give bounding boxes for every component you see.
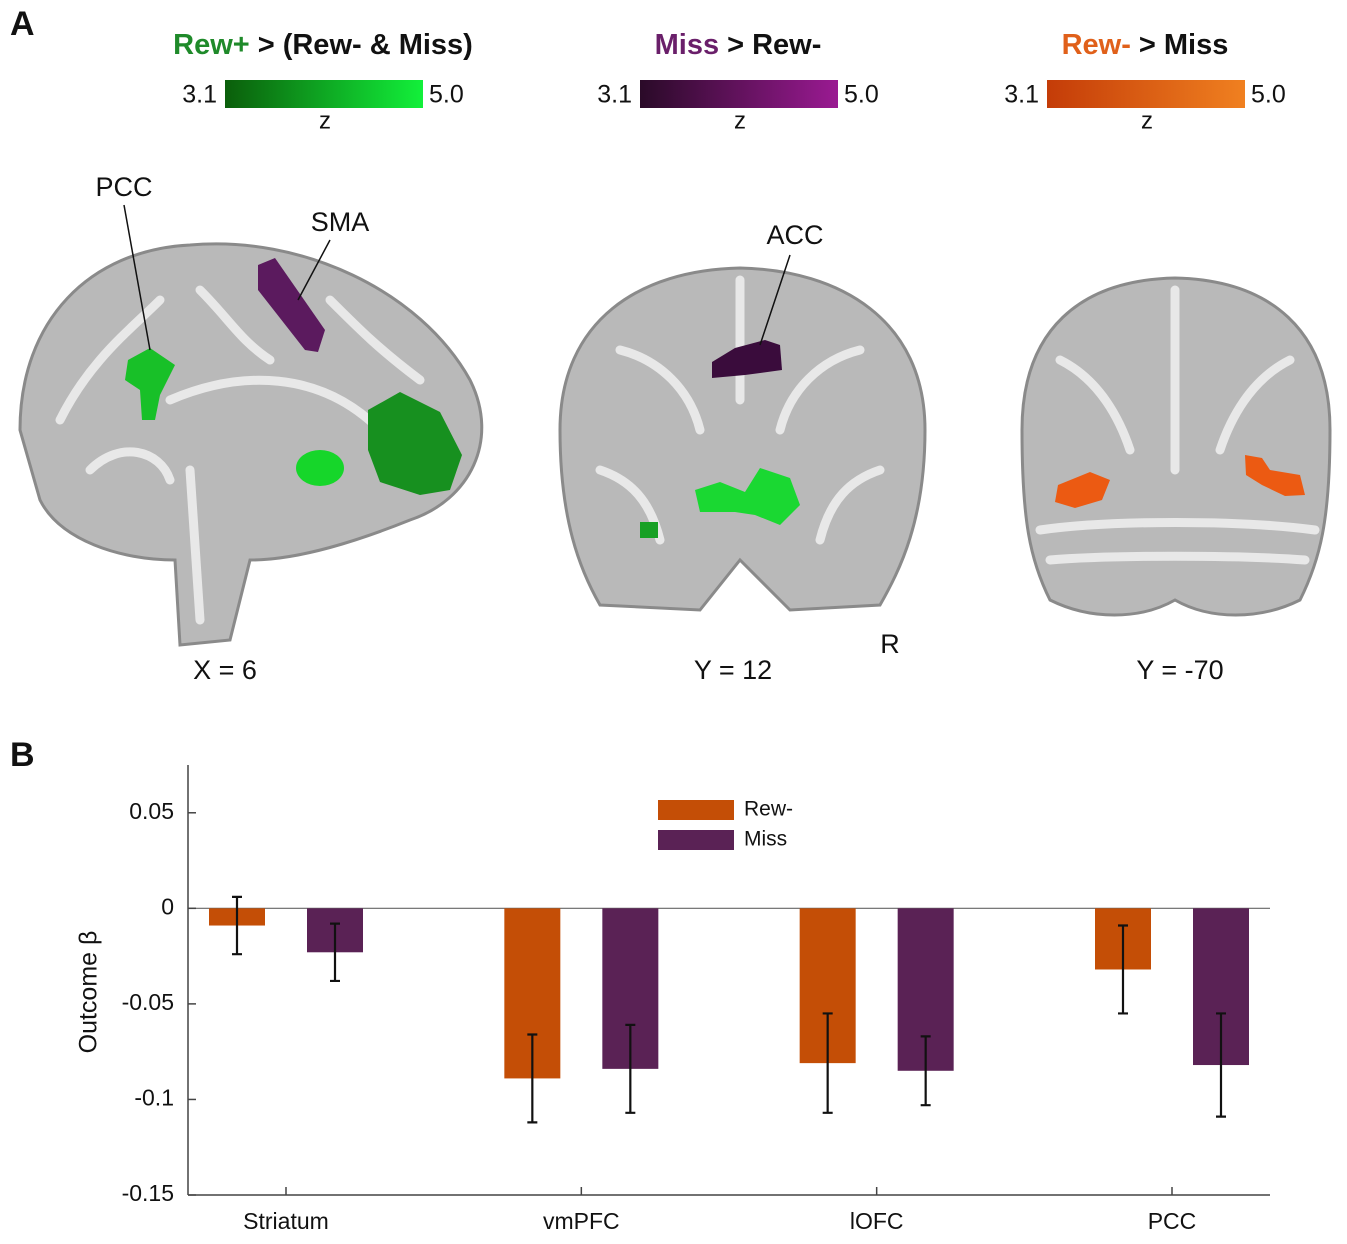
y-axis-label: Outcome β [75, 931, 103, 1054]
colorbar-unit: z [319, 107, 331, 134]
side-label: R [880, 629, 900, 659]
x-tick-label: PCC [1148, 1208, 1197, 1234]
legend-label: Miss [744, 828, 787, 851]
legend-swatch [658, 800, 734, 820]
slice-label: X = 6 [193, 655, 257, 685]
coronal-slice [558, 254, 927, 612]
error-bar [920, 1035, 931, 1107]
y-tick-label: -0.05 [122, 989, 174, 1015]
error-bar [1216, 1012, 1226, 1118]
colorbar [225, 80, 423, 108]
colorbar-min: 3.1 [182, 81, 217, 109]
x-tick-label: vmPFC [543, 1208, 620, 1234]
region-label: PCC [95, 172, 152, 202]
contrast-title: Rew- > Miss [1062, 29, 1229, 61]
slice-label: Y = 12 [694, 655, 772, 685]
x-tick-label: lOFC [850, 1208, 904, 1234]
colorbar-unit: z [734, 107, 746, 134]
colorbar-max: 5.0 [429, 81, 464, 109]
y-tick-label: -0.15 [122, 1180, 174, 1206]
colorbar [1047, 80, 1245, 108]
colorbar-min: 3.1 [1004, 81, 1039, 109]
colorbar [640, 80, 838, 108]
panel-label: B [10, 736, 35, 774]
y-tick-label: 0 [161, 893, 174, 919]
y-tick-label: 0.05 [129, 798, 174, 824]
region-label: SMA [311, 207, 370, 237]
region-label: ACC [766, 220, 823, 250]
contrast-title-rest: > (Rew- & Miss) [258, 29, 473, 61]
error-bar [822, 1012, 833, 1114]
error-bar [625, 1023, 636, 1114]
slice-label: Y = -70 [1136, 655, 1223, 685]
contrast-title: Rew+ > (Rew- & Miss) [173, 29, 473, 61]
legend-swatch [658, 830, 734, 850]
error-bar [527, 1033, 538, 1124]
colorbar-max: 5.0 [1251, 81, 1286, 109]
panel-label: A [10, 5, 35, 43]
sagittal-slice [18, 204, 484, 647]
contrast-title-rest: > Rew- [727, 29, 821, 61]
contrast-title-colored: Rew- [1062, 29, 1131, 61]
error-bar [330, 922, 340, 983]
x-tick-label: Striatum [243, 1208, 329, 1234]
colorbar-max: 5.0 [844, 81, 879, 109]
colorbar-unit: z [1141, 107, 1153, 134]
error-bar [232, 895, 242, 956]
contrast-title-colored: Rew+ [173, 29, 250, 61]
error-bar [1118, 924, 1128, 1015]
legend-label: Rew- [744, 798, 793, 821]
colorbar-min: 3.1 [597, 81, 632, 109]
coronal-posterior-slice [1020, 276, 1332, 617]
contrast-title: Miss > Rew- [655, 29, 822, 61]
contrast-title-colored: Miss [655, 29, 719, 61]
y-tick-label: -0.1 [134, 1085, 174, 1111]
contrast-title-rest: > Miss [1139, 29, 1228, 61]
